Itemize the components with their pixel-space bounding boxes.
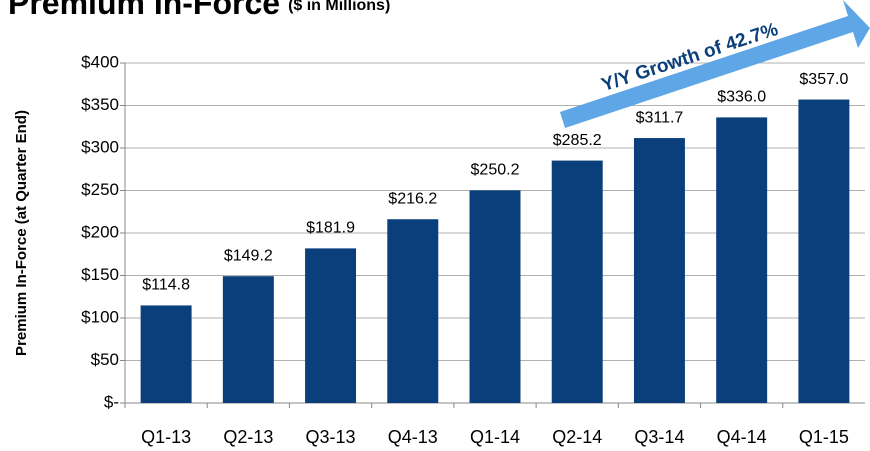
bar <box>387 219 439 403</box>
x-tick-label: Q4-13 <box>388 427 438 447</box>
x-tick-label: Q2-13 <box>223 427 273 447</box>
data-label: $336.0 <box>717 89 766 106</box>
bar <box>716 117 768 404</box>
data-label: $181.9 <box>306 220 355 237</box>
x-tick-label: Q4-14 <box>717 427 767 447</box>
title: Premium In-Force <box>8 0 280 21</box>
arrow-shape <box>560 0 870 128</box>
bar <box>222 276 274 403</box>
y-tick-label: $100 <box>81 307 119 326</box>
x-tick-label: Q1-14 <box>470 427 520 447</box>
y-tick-label: $- <box>104 392 119 411</box>
x-tick-label: Q3-14 <box>634 427 684 447</box>
data-label: $149.2 <box>224 247 273 264</box>
bar <box>798 99 850 404</box>
y-tick-label: $350 <box>81 95 119 114</box>
y-tick-label: $200 <box>81 222 119 241</box>
y-tick-label: $50 <box>91 350 119 369</box>
bar <box>305 248 357 403</box>
y-tick-label: $300 <box>81 137 119 156</box>
bar <box>633 138 685 403</box>
data-label: $285.2 <box>553 132 602 149</box>
bar <box>551 160 603 403</box>
subtitle: ($ in Millions) <box>288 0 390 14</box>
data-label: $357.0 <box>799 71 848 88</box>
bar <box>469 190 521 403</box>
x-tick-label: Q1-13 <box>141 427 191 447</box>
data-label: $250.2 <box>471 162 520 179</box>
data-label: $311.7 <box>636 109 684 126</box>
bar <box>140 305 192 403</box>
x-tick-label: Q1-15 <box>799 427 849 447</box>
x-tick-label: Q3-13 <box>306 427 356 447</box>
x-tick-label: Q2-14 <box>552 427 602 447</box>
plot-area: $- $50 $100 $150 $200 $250 $300 $350 $400 Q1-13 $1… <box>81 52 865 447</box>
data-label: $216.2 <box>388 190 437 207</box>
y-tick-label: $400 <box>81 52 119 71</box>
y-tick-label: $250 <box>81 180 119 199</box>
data-label: $114.8 <box>142 277 190 294</box>
y-axis-label: Premium In-Force (at Quarter End) <box>13 110 30 356</box>
y-tick-label: $150 <box>81 265 119 284</box>
chart-title: Premium In-Force ($ in Millions) <box>8 0 390 21</box>
